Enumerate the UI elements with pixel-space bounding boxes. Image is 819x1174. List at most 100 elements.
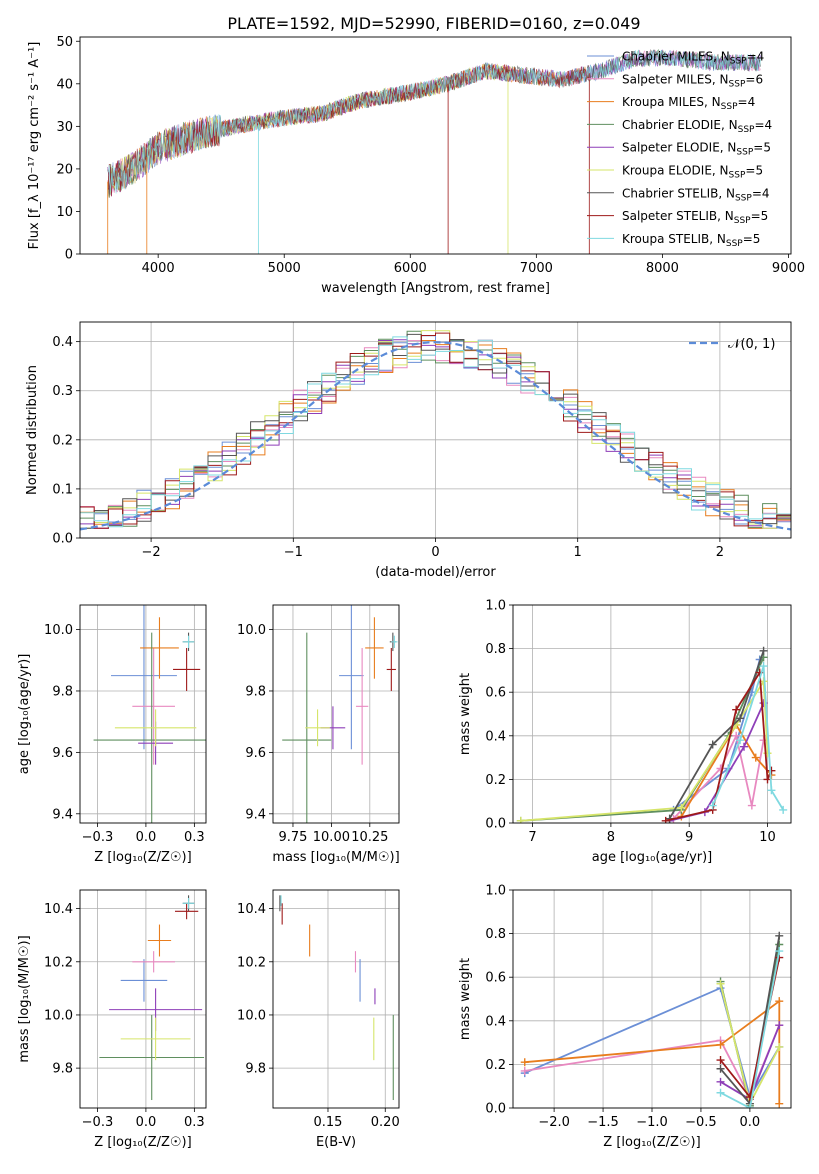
plot-frame bbox=[79, 321, 792, 539]
histogram-step-5 bbox=[80, 339, 791, 529]
weight-marker bbox=[736, 736, 745, 745]
y-tick-label: 10.0 bbox=[44, 623, 73, 638]
y-axis-label: mass weight bbox=[458, 673, 473, 755]
weight-marker bbox=[775, 1099, 784, 1108]
histogram-step-4 bbox=[80, 330, 791, 528]
y-axis-label: Flux [f_λ 10⁻¹⁷ erg cm⁻² s⁻¹ A⁻¹] bbox=[27, 42, 42, 250]
y-tick-label: 10.4 bbox=[44, 902, 73, 917]
weight-marker bbox=[716, 1056, 725, 1065]
plot-frame bbox=[512, 604, 792, 824]
histogram-step-2 bbox=[80, 339, 791, 529]
x-tick-label: 2 bbox=[716, 545, 724, 560]
y-tick-label: 10 bbox=[56, 205, 73, 220]
x-tick-label: 0.20 bbox=[371, 1115, 400, 1130]
x-axis-label: wavelength [Angstrom, rest frame] bbox=[321, 281, 550, 296]
x-axis-label: Z [log₁₀(Z/Z☉)] bbox=[603, 1135, 700, 1150]
x-tick-label: 9 bbox=[685, 830, 693, 845]
age-vs-metallicity-panel: −0.3 0.0 0.3 9.4 9.6 9.8 10.0 Z [log₁₀(Z/Z☉)] ag… bbox=[17, 604, 207, 865]
y-tick-label: 9.6 bbox=[245, 746, 266, 761]
weight-marker bbox=[520, 1066, 529, 1075]
y-tick-label: 0.4 bbox=[485, 1014, 506, 1029]
x-tick-label: −1.0 bbox=[636, 1115, 668, 1130]
x-axis-label: (data-model)/error bbox=[375, 565, 496, 580]
legend-label: Chabrier MILES, NSSP=4 bbox=[622, 50, 764, 67]
weight-marker bbox=[779, 805, 788, 814]
weight-line-3 bbox=[524, 999, 781, 1104]
plot-frame bbox=[512, 889, 792, 1109]
y-tick-label: 10.0 bbox=[44, 1008, 73, 1023]
y-tick-label: 40 bbox=[56, 77, 73, 92]
x-tick-label: −0.5 bbox=[685, 1115, 717, 1130]
histogram-step-1 bbox=[80, 335, 791, 529]
weight-marker bbox=[767, 766, 776, 775]
legend-label: Chabrier STELIB, NSSP=4 bbox=[622, 186, 770, 203]
y-axis-label: mass weight bbox=[458, 958, 473, 1040]
x-axis-label: E(B-V) bbox=[316, 1135, 356, 1150]
weight-marker bbox=[716, 1064, 725, 1073]
mass-vs-reddening-panel: 0.15 0.20 9.8 10.0 10.2 10.4 E(B-V) bbox=[237, 889, 400, 1150]
plot-area bbox=[99, 895, 205, 1101]
x-tick-label: 0.15 bbox=[314, 1115, 343, 1130]
y-tick-label: 0.0 bbox=[485, 1102, 506, 1117]
mass-weight-vs-metallicity-panel: −2.0 −1.5 −1.0 −0.5 0.0 0.0 0.2 0.4 0.6 0.8 1.0 Z [… bbox=[458, 884, 792, 1150]
mass-vs-metallicity-panel: −0.3 0.0 0.3 9.8 10.0 10.2 10.4 Z [log₁₀(Z/Z☉)]… bbox=[17, 889, 207, 1150]
weight-marker bbox=[745, 1104, 754, 1108]
x-tick-label: 9000 bbox=[772, 261, 805, 276]
weight-marker bbox=[775, 1021, 784, 1030]
figure-title: PLATE=1592, MJD=52990, FIBERID=0160, z=0… bbox=[227, 14, 640, 33]
weight-marker bbox=[708, 740, 717, 749]
x-tick-label: 0.0 bbox=[136, 1115, 157, 1130]
residual-histogram-panel: −2 −1 0 1 2 0.0 0.1 0.2 0.3 0.4 (data-model)/error… bbox=[25, 321, 792, 580]
x-tick-label: 0.0 bbox=[740, 1115, 761, 1130]
weight-marker bbox=[775, 931, 784, 940]
weight-marker bbox=[716, 979, 725, 988]
y-tick-label: 10.0 bbox=[237, 1008, 266, 1023]
weight-marker bbox=[732, 705, 741, 714]
y-tick-label: 10.4 bbox=[237, 902, 266, 917]
x-tick-label: 7000 bbox=[520, 261, 553, 276]
y-axis-label: Normed distribution bbox=[25, 365, 40, 495]
y-tick-label: 0 bbox=[65, 248, 73, 263]
y-tick-label: 9.6 bbox=[52, 746, 73, 761]
legend-label: Salpeter MILES, NSSP=6 bbox=[622, 72, 763, 89]
weight-marker bbox=[767, 786, 776, 795]
x-axis-label: Z [log₁₀(Z/Z☉)] bbox=[94, 850, 191, 865]
plot-area bbox=[516, 646, 788, 823]
plot-area bbox=[80, 330, 791, 531]
weight-marker bbox=[775, 997, 784, 1006]
y-tick-label: 0.2 bbox=[52, 433, 73, 448]
y-tick-label: 0.4 bbox=[52, 335, 73, 350]
y-tick-label: 0.1 bbox=[52, 482, 73, 497]
x-tick-label: −2 bbox=[142, 545, 161, 560]
x-tick-label: 8000 bbox=[646, 261, 679, 276]
x-tick-label: 0.0 bbox=[136, 830, 157, 845]
y-tick-label: 0.8 bbox=[485, 642, 506, 657]
plot-frame bbox=[272, 604, 400, 824]
x-tick-label: 4000 bbox=[142, 261, 175, 276]
plot-frame bbox=[79, 36, 792, 255]
spectrum-line-9 bbox=[107, 49, 761, 194]
x-tick-label: −1 bbox=[284, 545, 303, 560]
x-tick-label: 9.75 bbox=[278, 830, 307, 845]
x-tick-label: −0.3 bbox=[82, 830, 114, 845]
plot-area bbox=[520, 931, 784, 1108]
weight-marker bbox=[751, 753, 760, 762]
x-tick-label: 7 bbox=[528, 830, 536, 845]
y-tick-label: 9.8 bbox=[52, 1062, 73, 1077]
y-tick-label: 1.0 bbox=[485, 599, 506, 614]
plot-area bbox=[93, 605, 206, 823]
y-tick-label: 9.8 bbox=[245, 1062, 266, 1077]
spectrum-line-8 bbox=[107, 64, 590, 197]
weight-marker bbox=[747, 801, 756, 810]
x-tick-label: 5000 bbox=[268, 261, 301, 276]
histogram-step-9 bbox=[80, 336, 791, 528]
plot-area bbox=[279, 895, 394, 1101]
x-tick-label: 10.00 bbox=[313, 830, 350, 845]
y-tick-label: 10.2 bbox=[44, 955, 73, 970]
y-tick-label: 0.8 bbox=[485, 927, 506, 942]
y-tick-label: 0.2 bbox=[485, 1058, 506, 1073]
y-tick-label: 0.4 bbox=[485, 729, 506, 744]
weight-marker bbox=[759, 662, 768, 671]
plot-frame bbox=[79, 889, 207, 1109]
